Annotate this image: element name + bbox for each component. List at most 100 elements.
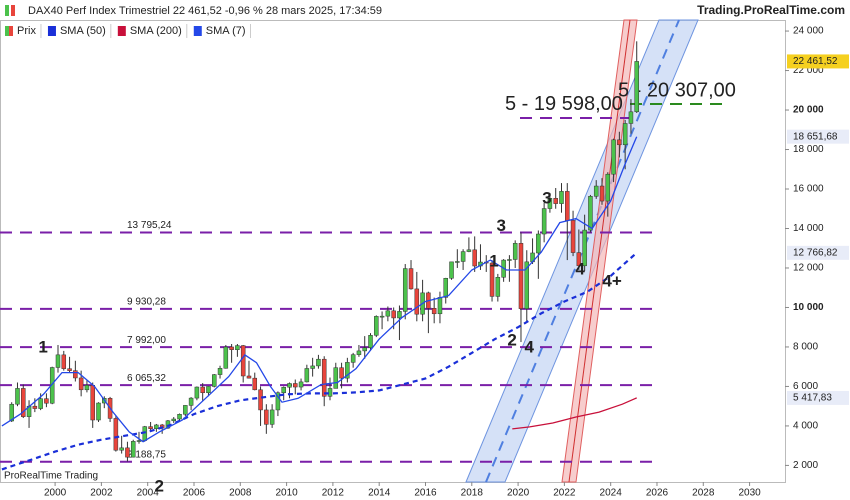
price-tag-bg: [787, 54, 849, 69]
level-label: 9 930,28: [127, 296, 166, 307]
candle-body: [61, 354, 67, 369]
candle-body: [177, 414, 182, 420]
legend-icon: [5, 26, 9, 36]
candle-body: [408, 268, 414, 290]
x-tick-label: 2022: [553, 488, 576, 499]
candle-body: [565, 191, 570, 221]
blue-channel-center: [485, 19, 680, 483]
y-tick-label: 14 000: [793, 223, 824, 234]
price-tag: 5 417,83: [793, 393, 832, 404]
y-tick-label: 6 000: [793, 381, 818, 392]
candle-body: [437, 297, 443, 315]
candle-body: [188, 397, 194, 406]
legend-icon: [193, 26, 202, 36]
target-label: 5 - 19 598,00: [505, 93, 623, 115]
candle-body: [599, 185, 605, 202]
candle-body: [593, 185, 599, 197]
candle-body: [356, 350, 362, 355]
candle-body: [49, 367, 55, 404]
wave-label: 1: [38, 337, 47, 356]
x-tick-label: 2016: [414, 488, 437, 499]
price-tag-bg: [787, 245, 849, 260]
candle-body: [264, 409, 269, 425]
candle-body: [240, 345, 246, 377]
target-label: 5 - 20 307,00: [618, 79, 736, 101]
wave-label: 4: [524, 337, 534, 356]
candle-body: [148, 426, 153, 429]
candle-body: [617, 139, 622, 146]
candle-body: [547, 198, 553, 209]
candle-body: [345, 362, 350, 379]
x-tick-label: 2018: [461, 488, 484, 499]
y-tick-label: 2 000: [793, 460, 818, 471]
legend-icon: [117, 26, 126, 36]
candle-body: [183, 405, 188, 415]
candle-body: [449, 261, 454, 279]
y-tick-label: 18 000: [793, 144, 824, 155]
candle-body: [576, 252, 582, 267]
price-tag-bg: [787, 129, 849, 144]
level-label: 7 992,00: [127, 335, 166, 346]
wave-label: 4+: [602, 271, 621, 290]
candle-body: [489, 262, 495, 297]
candle-body: [55, 354, 61, 368]
candle-body: [246, 375, 252, 379]
plot-frame: [0, 20, 786, 483]
candle-body: [339, 367, 344, 379]
candle-body: [44, 398, 49, 404]
candle-body: [391, 310, 396, 319]
candle-body: [634, 61, 639, 113]
candle-body: [275, 392, 281, 411]
candle-body: [229, 346, 234, 350]
x-tick-label: 2026: [646, 488, 669, 499]
candle-body: [113, 418, 119, 451]
candle-body: [119, 447, 124, 451]
candle-body: [96, 402, 101, 421]
legend-label: SMA (200): [130, 25, 182, 37]
candle-body: [293, 383, 298, 388]
legend-icon: [47, 26, 56, 36]
candle-body: [171, 418, 176, 422]
candle-body: [125, 447, 130, 458]
wave-label: 4: [575, 259, 585, 278]
candle-body: [333, 367, 339, 389]
candle-body: [194, 386, 200, 399]
candle-body: [628, 111, 634, 124]
candle-body: [374, 316, 379, 336]
footer: ProRealTime Trading: [4, 471, 98, 482]
candle-body: [350, 354, 356, 363]
y-tick-label: 22 000: [793, 65, 824, 76]
candle-body: [402, 268, 408, 312]
x-tick-label: 2030: [738, 488, 761, 499]
candle-body: [217, 368, 223, 375]
candle-body: [269, 409, 275, 425]
candle-body: [443, 277, 448, 298]
candle-body: [622, 123, 628, 146]
candle-body: [466, 249, 472, 252]
x-tick-label: 2028: [692, 488, 715, 499]
wave-label: 2: [507, 331, 516, 350]
x-tick-label: 2014: [368, 488, 391, 499]
candle-body: [136, 440, 142, 442]
candle-body: [397, 311, 402, 319]
legend-label: SMA (50): [60, 25, 106, 37]
price-tag: 12 766,82: [793, 247, 838, 258]
candle-body: [9, 403, 14, 422]
candle-body: [536, 233, 541, 254]
legend-label: Prix: [17, 25, 36, 37]
candle-body: [304, 368, 310, 383]
candle-body: [67, 368, 72, 371]
candle-body: [206, 386, 211, 394]
candle-body: [200, 386, 205, 394]
candle-body: [553, 198, 558, 204]
candle-body: [385, 310, 391, 317]
candle-body: [559, 191, 564, 204]
y-tick-label: 4 000: [793, 421, 818, 432]
candle-body: [32, 405, 38, 409]
x-tick-label: 2004: [137, 488, 160, 499]
candle-body: [211, 374, 217, 387]
price-tag: 18 651,68: [793, 131, 838, 142]
candle-body: [588, 196, 593, 231]
